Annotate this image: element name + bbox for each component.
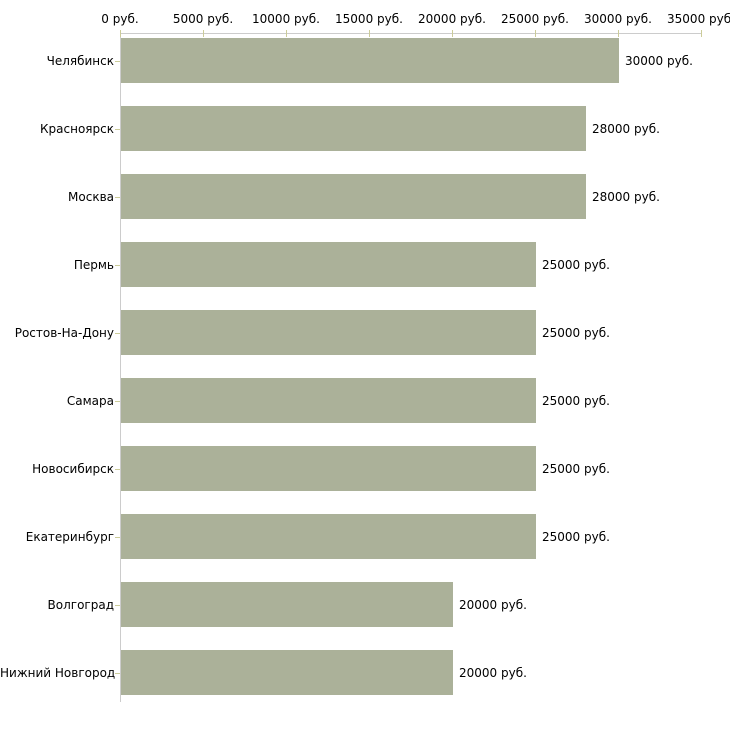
bar (121, 38, 619, 83)
x-tick-label: 25000 руб. (501, 12, 569, 26)
x-tick-mark (203, 30, 204, 37)
value-label: 25000 руб. (542, 394, 610, 408)
category-label: Красноярск (40, 122, 114, 136)
x-tick-mark (369, 30, 370, 37)
x-axis-line (120, 33, 702, 34)
value-label: 25000 руб. (542, 326, 610, 340)
x-tick-label: 30000 руб. (584, 12, 652, 26)
category-label: Москва (68, 190, 114, 204)
category-label: Волгоград (47, 598, 114, 612)
y-tick-mark (115, 265, 120, 266)
bar (121, 174, 586, 219)
category-label: Нижний Новгород (0, 666, 116, 680)
x-tick-label: 0 руб. (101, 12, 139, 26)
category-label: Самара (66, 394, 114, 408)
category-label: Новосибирск (32, 462, 114, 476)
value-label: 25000 руб. (542, 462, 610, 476)
y-tick-mark (115, 605, 120, 606)
category-label: Челябинск (46, 54, 114, 68)
category-label: Ростов-На-Дону (14, 326, 114, 340)
value-label: 25000 руб. (542, 530, 610, 544)
value-label: 30000 руб. (625, 54, 693, 68)
x-tick-label: 20000 руб. (418, 12, 486, 26)
bar (121, 446, 536, 491)
y-axis-line (120, 33, 121, 702)
bar (121, 650, 453, 695)
value-label: 28000 руб. (592, 122, 660, 136)
y-tick-mark (115, 129, 120, 130)
y-tick-mark (115, 61, 120, 62)
bar (121, 378, 536, 423)
y-tick-mark (115, 333, 120, 334)
value-label: 28000 руб. (592, 190, 660, 204)
x-tick-label: 5000 руб. (172, 12, 234, 26)
category-label: Екатеринбург (25, 530, 114, 544)
value-label: 20000 руб. (459, 598, 527, 612)
bar (121, 582, 453, 627)
bar (121, 514, 536, 559)
category-label: Пермь (73, 258, 114, 272)
x-tick-mark (120, 30, 121, 37)
x-tick-label: 35000 руб. (667, 12, 730, 26)
x-tick-mark (618, 30, 619, 37)
y-tick-mark (115, 469, 120, 470)
bar (121, 310, 536, 355)
x-tick-mark (452, 30, 453, 37)
x-tick-label: 10000 руб. (252, 12, 320, 26)
x-tick-mark (701, 30, 702, 37)
x-tick-mark (535, 30, 536, 37)
y-tick-mark (115, 197, 120, 198)
bar (121, 106, 586, 151)
value-label: 20000 руб. (459, 666, 527, 680)
x-tick-mark (286, 30, 287, 37)
value-label: 25000 руб. (542, 258, 610, 272)
x-tick-label: 15000 руб. (335, 12, 403, 26)
y-tick-mark (115, 537, 120, 538)
bar (121, 242, 536, 287)
y-tick-mark (115, 401, 120, 402)
y-tick-mark (115, 673, 120, 674)
